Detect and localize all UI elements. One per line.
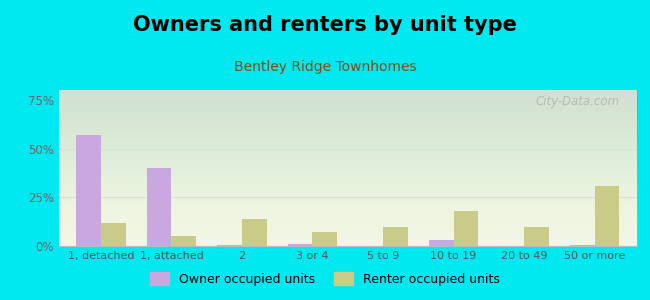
Bar xyxy=(313,232,337,246)
Bar xyxy=(524,226,549,246)
Bar xyxy=(217,245,242,246)
Bar xyxy=(429,240,454,246)
Bar xyxy=(288,244,313,246)
Bar xyxy=(595,185,619,246)
Bar xyxy=(101,223,125,246)
Legend: Owner occupied units, Renter occupied units: Owner occupied units, Renter occupied un… xyxy=(146,267,504,291)
Bar xyxy=(454,211,478,246)
Bar xyxy=(76,135,101,246)
Bar xyxy=(172,236,196,246)
Bar xyxy=(242,219,266,246)
Text: Owners and renters by unit type: Owners and renters by unit type xyxy=(133,15,517,35)
Bar xyxy=(383,226,408,246)
Text: City-Data.com: City-Data.com xyxy=(536,95,619,108)
Bar xyxy=(147,168,172,246)
Text: Bentley Ridge Townhomes: Bentley Ridge Townhomes xyxy=(234,60,416,74)
Bar xyxy=(570,245,595,246)
